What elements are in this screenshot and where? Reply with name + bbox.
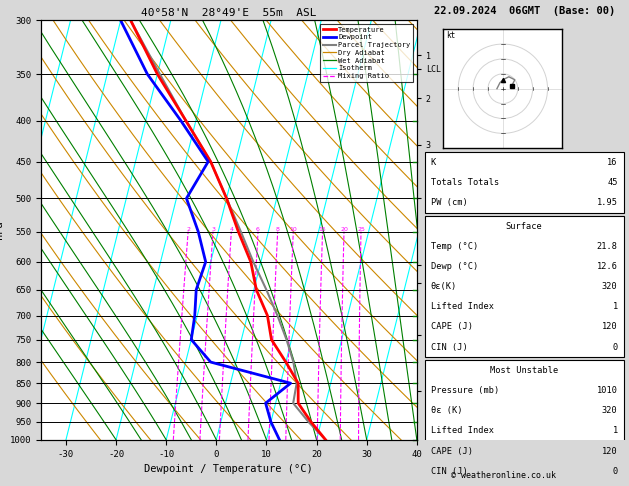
Text: 12.6: 12.6 <box>597 262 618 271</box>
Text: 1010: 1010 <box>597 386 618 395</box>
Text: Totals Totals: Totals Totals <box>431 178 499 187</box>
Text: 2: 2 <box>186 226 190 231</box>
Text: © weatheronline.co.uk: © weatheronline.co.uk <box>451 471 555 480</box>
Text: CIN (J): CIN (J) <box>431 343 467 351</box>
Text: 120: 120 <box>602 447 618 455</box>
Text: 8: 8 <box>276 226 280 231</box>
Text: 0: 0 <box>613 467 618 476</box>
Text: 320: 320 <box>602 406 618 415</box>
Text: kt: kt <box>447 31 455 40</box>
Text: K: K <box>431 158 436 167</box>
Text: 4: 4 <box>230 226 233 231</box>
Y-axis label: hPa: hPa <box>0 221 4 240</box>
Text: 0: 0 <box>613 343 618 351</box>
Text: 120: 120 <box>602 322 618 331</box>
Text: CAPE (J): CAPE (J) <box>431 322 473 331</box>
Text: 21.8: 21.8 <box>597 242 618 251</box>
Text: PW (cm): PW (cm) <box>431 198 467 207</box>
Text: 25: 25 <box>357 226 365 231</box>
Text: Pressure (mb): Pressure (mb) <box>431 386 499 395</box>
Text: 10: 10 <box>289 226 297 231</box>
Text: 22.09.2024  06GMT  (Base: 00): 22.09.2024 06GMT (Base: 00) <box>433 6 615 16</box>
Text: 320: 320 <box>602 282 618 291</box>
Bar <box>425 153 624 213</box>
Text: Dewp (°C): Dewp (°C) <box>431 262 478 271</box>
X-axis label: Dewpoint / Temperature (°C): Dewpoint / Temperature (°C) <box>145 464 313 474</box>
Text: CAPE (J): CAPE (J) <box>431 447 473 455</box>
Text: Surface: Surface <box>506 222 543 231</box>
Text: 16: 16 <box>607 158 618 167</box>
Text: 1: 1 <box>613 426 618 435</box>
Title: 40°58'N  28°49'E  55m  ASL: 40°58'N 28°49'E 55m ASL <box>141 8 316 18</box>
Text: Temp (°C): Temp (°C) <box>431 242 478 251</box>
Bar <box>425 485 624 486</box>
Text: Lifted Index: Lifted Index <box>431 426 494 435</box>
Text: 20: 20 <box>340 226 348 231</box>
Legend: Temperature, Dewpoint, Parcel Trajectory, Dry Adiabat, Wet Adiabat, Isotherm, Mi: Temperature, Dewpoint, Parcel Trajectory… <box>320 24 413 82</box>
Text: Most Unstable: Most Unstable <box>490 366 559 375</box>
Text: CIN (J): CIN (J) <box>431 467 467 476</box>
Text: 6: 6 <box>256 226 260 231</box>
Bar <box>425 361 624 481</box>
Text: 1: 1 <box>613 302 618 311</box>
Text: Lifted Index: Lifted Index <box>431 302 494 311</box>
Text: 3: 3 <box>211 226 215 231</box>
Text: 15: 15 <box>319 226 326 231</box>
Bar <box>425 216 624 357</box>
Y-axis label: km
ASL: km ASL <box>452 221 469 240</box>
Text: θε(K): θε(K) <box>431 282 457 291</box>
Text: θε (K): θε (K) <box>431 406 462 415</box>
Text: 45: 45 <box>607 178 618 187</box>
Text: 1.95: 1.95 <box>597 198 618 207</box>
